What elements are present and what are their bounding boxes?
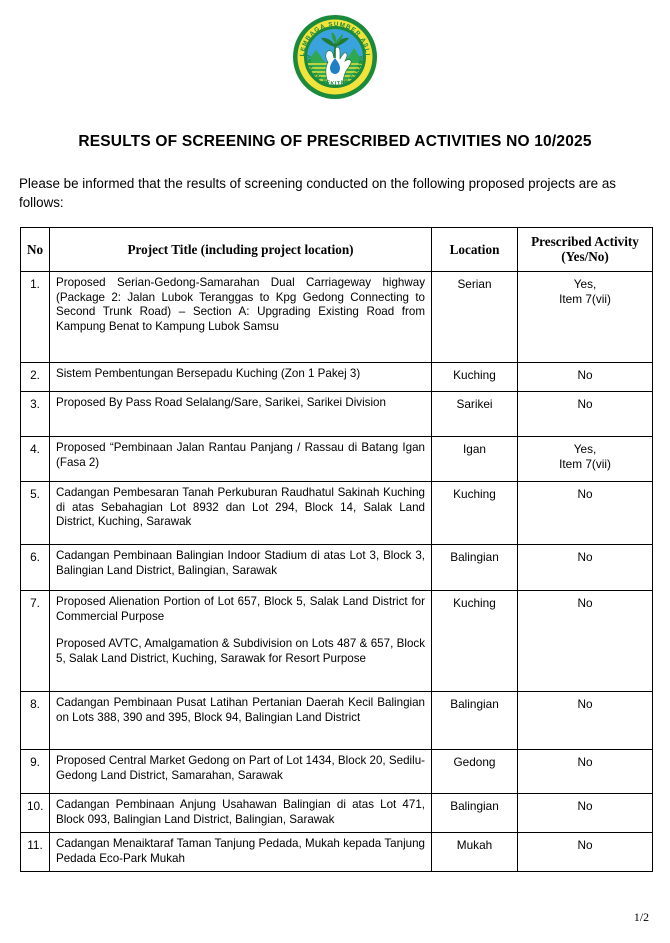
row-prescribed-activity: Yes, Item 7(vii) <box>517 271 653 363</box>
row-prescribed-activity: No <box>517 749 653 794</box>
row-location: Balingian <box>431 544 518 591</box>
row-project-title: Proposed Central Market Gedong on Part o… <box>49 749 432 794</box>
screening-results-table: No Project Title (including project loca… <box>20 227 653 873</box>
project-title-paragraph: Proposed Alienation Portion of Lot 657, … <box>56 595 425 623</box>
table-row: 1. Proposed Serian-Gedong-Samarahan Dual… <box>20 271 653 363</box>
row-number: 2. <box>20 362 50 392</box>
project-title-paragraph: Proposed “Pembinaan Jalan Rantau Panjang… <box>56 441 425 469</box>
prescribed-activity-line1: Prescribed Activity <box>531 234 639 249</box>
row-prescribed-activity: No <box>517 832 653 873</box>
row-number: 10. <box>20 792 50 834</box>
table-row: 5. Cadangan Pembesaran Tanah Perkuburan … <box>20 481 653 545</box>
page-title: RESULTS OF SCREENING OF PRESCRIBED ACTIV… <box>78 133 592 150</box>
row-project-title: Cadangan Menaiktaraf Taman Tanjung Pedad… <box>49 832 432 873</box>
project-title-paragraph: Cadangan Pembinaan Pusat Latihan Pertani… <box>56 696 425 724</box>
table-row: 9. Proposed Central Market Gedong on Par… <box>20 749 653 794</box>
project-title-paragraph-secondary: Proposed AVTC, Amalgamation & Subdivisio… <box>56 637 425 665</box>
row-prescribed-activity: No <box>517 391 653 437</box>
row-number: 4. <box>20 436 50 482</box>
row-prescribed-activity: No <box>517 481 653 545</box>
table-row: 11. Cadangan Menaiktaraf Taman Tanjung P… <box>20 832 653 873</box>
column-header-no: No <box>20 227 50 272</box>
table-row: 8. Cadangan Pembinaan Pusat Latihan Pert… <box>20 691 653 750</box>
row-project-title: Cadangan Pembinaan Balingian Indoor Stad… <box>49 544 432 591</box>
table-row: 6. Cadangan Pembinaan Balingian Indoor S… <box>20 544 653 591</box>
row-location: Igan <box>431 436 518 482</box>
activity-line1: Yes, <box>573 277 597 291</box>
row-number: 8. <box>20 691 50 750</box>
row-project-title: Cadangan Pembinaan Pusat Latihan Pertani… <box>49 691 432 750</box>
intro-paragraph: Please be informed that the results of s… <box>19 176 616 210</box>
row-project-title: Proposed “Pembinaan Jalan Rantau Panjang… <box>49 436 432 482</box>
row-prescribed-activity: No <box>517 544 653 591</box>
activity-line2: Item 7(vii) <box>559 291 611 306</box>
column-header-project-title: Project Title (including project locatio… <box>49 227 432 272</box>
row-prescribed-activity: Yes, Item 7(vii) <box>517 436 653 482</box>
activity-line1: Yes, <box>573 442 597 456</box>
table-row: 3. Proposed By Pass Road Selalang/Sare, … <box>20 391 653 437</box>
row-prescribed-activity: No <box>517 792 653 834</box>
row-number: 3. <box>20 391 50 437</box>
row-location: Kuching <box>431 590 518 692</box>
lembaga-sumber-asli-sarawak-logo: LEMBAGA SUMBER ASLI DAN ALAM SEKITAR SAR… <box>292 14 378 100</box>
row-project-title: Cadangan Pembesaran Tanah Perkuburan Rau… <box>49 481 432 545</box>
project-title-paragraph: Proposed Serian-Gedong-Samarahan Dual Ca… <box>56 276 425 333</box>
row-project-title: Cadangan Pembinaan Anjung Usahawan Balin… <box>49 792 432 834</box>
row-location: Kuching <box>431 481 518 545</box>
row-location: Serian <box>431 271 518 363</box>
project-title-paragraph: Cadangan Pembesaran Tanah Perkuburan Rau… <box>56 486 425 529</box>
logo-container: LEMBAGA SUMBER ASLI DAN ALAM SEKITAR SAR… <box>0 14 670 100</box>
row-project-title: Proposed By Pass Road Selalang/Sare, Sar… <box>49 391 432 437</box>
row-number: 9. <box>20 749 50 794</box>
table-row: 4. Proposed “Pembinaan Jalan Rantau Panj… <box>20 436 653 482</box>
table-header-row: No Project Title (including project loca… <box>20 227 653 272</box>
project-title-paragraph: Cadangan Pembinaan Balingian Indoor Stad… <box>56 549 425 577</box>
project-title-paragraph: Cadangan Menaiktaraf Taman Tanjung Pedad… <box>56 837 425 865</box>
table-body: 1. Proposed Serian-Gedong-Samarahan Dual… <box>20 271 653 873</box>
project-title-paragraph: Proposed Central Market Gedong on Part o… <box>56 754 425 782</box>
table-row: 10. Cadangan Pembinaan Anjung Usahawan B… <box>20 792 653 834</box>
table-row: 7. Proposed Alienation Portion of Lot 65… <box>20 590 653 692</box>
activity-line2: Item 7(vii) <box>559 456 611 471</box>
row-project-title: Proposed Alienation Portion of Lot 657, … <box>49 590 432 692</box>
column-header-prescribed-activity: Prescribed Activity (Yes/No) <box>517 227 653 272</box>
row-number: 1. <box>20 271 50 363</box>
project-title-paragraph: Sistem Pembentungan Bersepadu Kuching (Z… <box>56 367 361 380</box>
row-number: 5. <box>20 481 50 545</box>
row-number: 6. <box>20 544 50 591</box>
row-number: 7. <box>20 590 50 692</box>
row-project-title: Proposed Serian-Gedong-Samarahan Dual Ca… <box>49 271 432 363</box>
prescribed-activity-line2: (Yes/No) <box>561 249 609 264</box>
column-header-location: Location <box>431 227 518 272</box>
row-location: Balingian <box>431 691 518 750</box>
row-location: Kuching <box>431 362 518 392</box>
row-location: Balingian <box>431 792 518 834</box>
project-title-paragraph: Cadangan Pembinaan Anjung Usahawan Balin… <box>56 798 425 826</box>
page-number: 1/2 <box>633 910 649 924</box>
table-header: No Project Title (including project loca… <box>20 227 653 272</box>
row-project-title: Sistem Pembentungan Bersepadu Kuching (Z… <box>49 362 432 392</box>
agency-emblem-icon: LEMBAGA SUMBER ASLI DAN ALAM SEKITAR SAR… <box>292 14 377 99</box>
row-number: 11. <box>20 832 50 873</box>
project-title-paragraph: Proposed By Pass Road Selalang/Sare, Sar… <box>56 396 386 409</box>
row-prescribed-activity: No <box>517 590 653 692</box>
row-location: Gedong <box>431 749 518 794</box>
row-prescribed-activity: No <box>517 691 653 750</box>
row-prescribed-activity: No <box>517 362 653 392</box>
table-row: 2. Sistem Pembentungan Bersepadu Kuching… <box>20 362 653 392</box>
row-location: Sarikei <box>431 391 518 437</box>
row-location: Mukah <box>431 832 518 873</box>
